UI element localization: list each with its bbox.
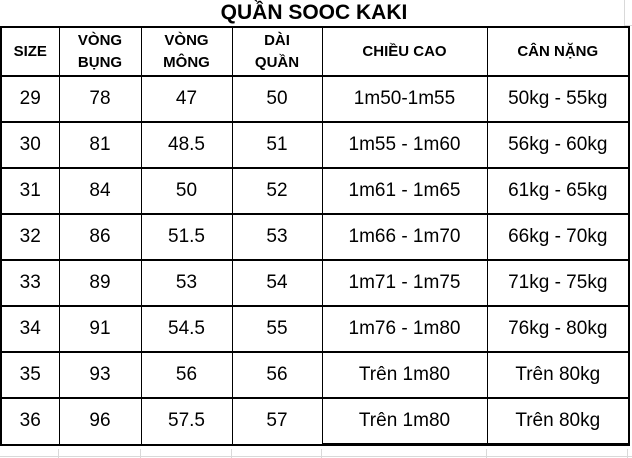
cell-size-row-3: 32 xyxy=(0,213,60,261)
sheet-gridline-bottom-row xyxy=(0,456,632,457)
column-header-vong-bung: VÒNG BỤNG xyxy=(58,26,142,77)
sheet-gridline-bottom-2 xyxy=(140,449,141,458)
cell-can-nang-row-2: 61kg - 65kg xyxy=(486,167,630,215)
cell-vong-bung-row-6: 93 xyxy=(58,351,142,399)
table-row-size-30: 30 81 48.5 51 1m55 - 1m60 56kg - 60kg xyxy=(0,121,630,169)
column-header-dai-quan: DÀI QUẦN xyxy=(231,26,323,77)
sheet-gridline-bottom-1 xyxy=(58,449,59,458)
cell-size-row-7: 36 xyxy=(0,397,60,446)
cell-vong-mong-row-3: 51.5 xyxy=(140,213,233,261)
cell-can-nang-row-3: 66kg - 70kg xyxy=(486,213,630,261)
cell-vong-bung-row-3: 86 xyxy=(58,213,142,261)
cell-vong-mong-row-1: 48.5 xyxy=(140,121,233,169)
cell-dai-quan-row-6: 56 xyxy=(231,351,323,399)
cell-can-nang-row-5: 76kg - 80kg xyxy=(486,305,630,353)
cell-can-nang-row-1: 56kg - 60kg xyxy=(486,121,630,169)
cell-can-nang-row-0: 50kg - 55kg xyxy=(486,75,630,123)
cell-size-row-1: 30 xyxy=(0,121,60,169)
cell-chieu-cao-row-2: 1m61 - 1m65 xyxy=(321,167,488,215)
cell-vong-bung-row-4: 89 xyxy=(58,259,142,307)
cell-dai-quan-row-2: 52 xyxy=(231,167,323,215)
cell-chieu-cao-row-0: 1m50-1m55 xyxy=(321,75,488,123)
cell-vong-bung-row-5: 91 xyxy=(58,305,142,353)
cell-size-row-6: 35 xyxy=(0,351,60,399)
table-row-size-31: 31 84 50 52 1m61 - 1m65 61kg - 65kg xyxy=(0,167,630,215)
sheet-gridline-right-title xyxy=(624,0,625,25)
cell-vong-bung-row-2: 84 xyxy=(58,167,142,215)
column-header-vong-mong: VÒNG MÔNG xyxy=(140,26,233,77)
sheet-gridline-bottom-4 xyxy=(321,449,322,458)
cell-size-row-2: 31 xyxy=(0,167,60,215)
size-chart-table: SIZE VÒNG BỤNG VÒNG MÔNG DÀI QUẦN CHIỀU CAO C… xyxy=(0,26,630,446)
chart-title: QUẦN SOOC KAKI xyxy=(220,1,408,24)
cell-vong-mong-row-0: 47 xyxy=(140,75,233,123)
table-row-size-34: 34 91 54.5 55 1m76 - 1m80 76kg - 80kg xyxy=(0,305,630,353)
cell-chieu-cao-row-7: Trên 1m80 xyxy=(321,397,488,446)
cell-vong-mong-row-7: 57.5 xyxy=(140,397,233,446)
table-row-size-29: 29 78 47 50 1m50-1m55 50kg - 55kg xyxy=(0,75,630,123)
cell-chieu-cao-row-5: 1m76 - 1m80 xyxy=(321,305,488,353)
cell-size-row-5: 34 xyxy=(0,305,60,353)
sheet-gridline-bottom-6 xyxy=(627,449,628,458)
cell-dai-quan-row-0: 50 xyxy=(231,75,323,123)
cell-vong-bung-row-0: 78 xyxy=(58,75,142,123)
cell-vong-bung-row-7: 96 xyxy=(58,397,142,446)
cell-dai-quan-row-3: 53 xyxy=(231,213,323,261)
table-row-size-36: 36 96 57.5 57 Trên 1m80 Trên 80kg xyxy=(0,397,630,446)
cell-vong-mong-row-4: 53 xyxy=(140,259,233,307)
sheet-gridline-top-right xyxy=(624,25,632,26)
cell-can-nang-row-4: 71kg - 75kg xyxy=(486,259,630,307)
sheet-gridline-bottom-3 xyxy=(231,449,232,458)
table-row-size-32: 32 86 51.5 53 1m66 - 1m70 66kg - 70kg xyxy=(0,213,630,261)
column-header-can-nang: CÂN NẶNG xyxy=(486,26,630,77)
cell-chieu-cao-row-1: 1m55 - 1m60 xyxy=(321,121,488,169)
cell-can-nang-row-6: Trên 80kg xyxy=(486,351,630,399)
column-header-chieu-cao: CHIỀU CAO xyxy=(321,26,488,77)
cell-chieu-cao-row-3: 1m66 - 1m70 xyxy=(321,213,488,261)
cell-vong-mong-row-5: 54.5 xyxy=(140,305,233,353)
cell-dai-quan-row-7: 57 xyxy=(231,397,323,446)
cell-vong-mong-row-6: 56 xyxy=(140,351,233,399)
cell-can-nang-row-7: Trên 80kg xyxy=(486,397,630,446)
cell-size-row-0: 29 xyxy=(0,75,60,123)
cell-vong-mong-row-2: 50 xyxy=(140,167,233,215)
cell-dai-quan-row-4: 54 xyxy=(231,259,323,307)
cell-vong-bung-row-1: 81 xyxy=(58,121,142,169)
cell-dai-quan-row-5: 55 xyxy=(231,305,323,353)
cell-chieu-cao-row-6: Trên 1m80 xyxy=(321,351,488,399)
cell-size-row-4: 33 xyxy=(0,259,60,307)
cell-chieu-cao-row-4: 1m71 - 1m75 xyxy=(321,259,488,307)
table-row-size-35: 35 93 56 56 Trên 1m80 Trên 80kg xyxy=(0,351,630,399)
column-header-size: SIZE xyxy=(0,26,60,77)
cell-dai-quan-row-1: 51 xyxy=(231,121,323,169)
sheet-gridline-bottom-5 xyxy=(486,449,487,458)
header-row: SIZE VÒNG BỤNG VÒNG MÔNG DÀI QUẦN CHIỀU CAO C… xyxy=(0,26,630,77)
table-row-size-33: 33 89 53 54 1m71 - 1m75 71kg - 75kg xyxy=(0,259,630,307)
